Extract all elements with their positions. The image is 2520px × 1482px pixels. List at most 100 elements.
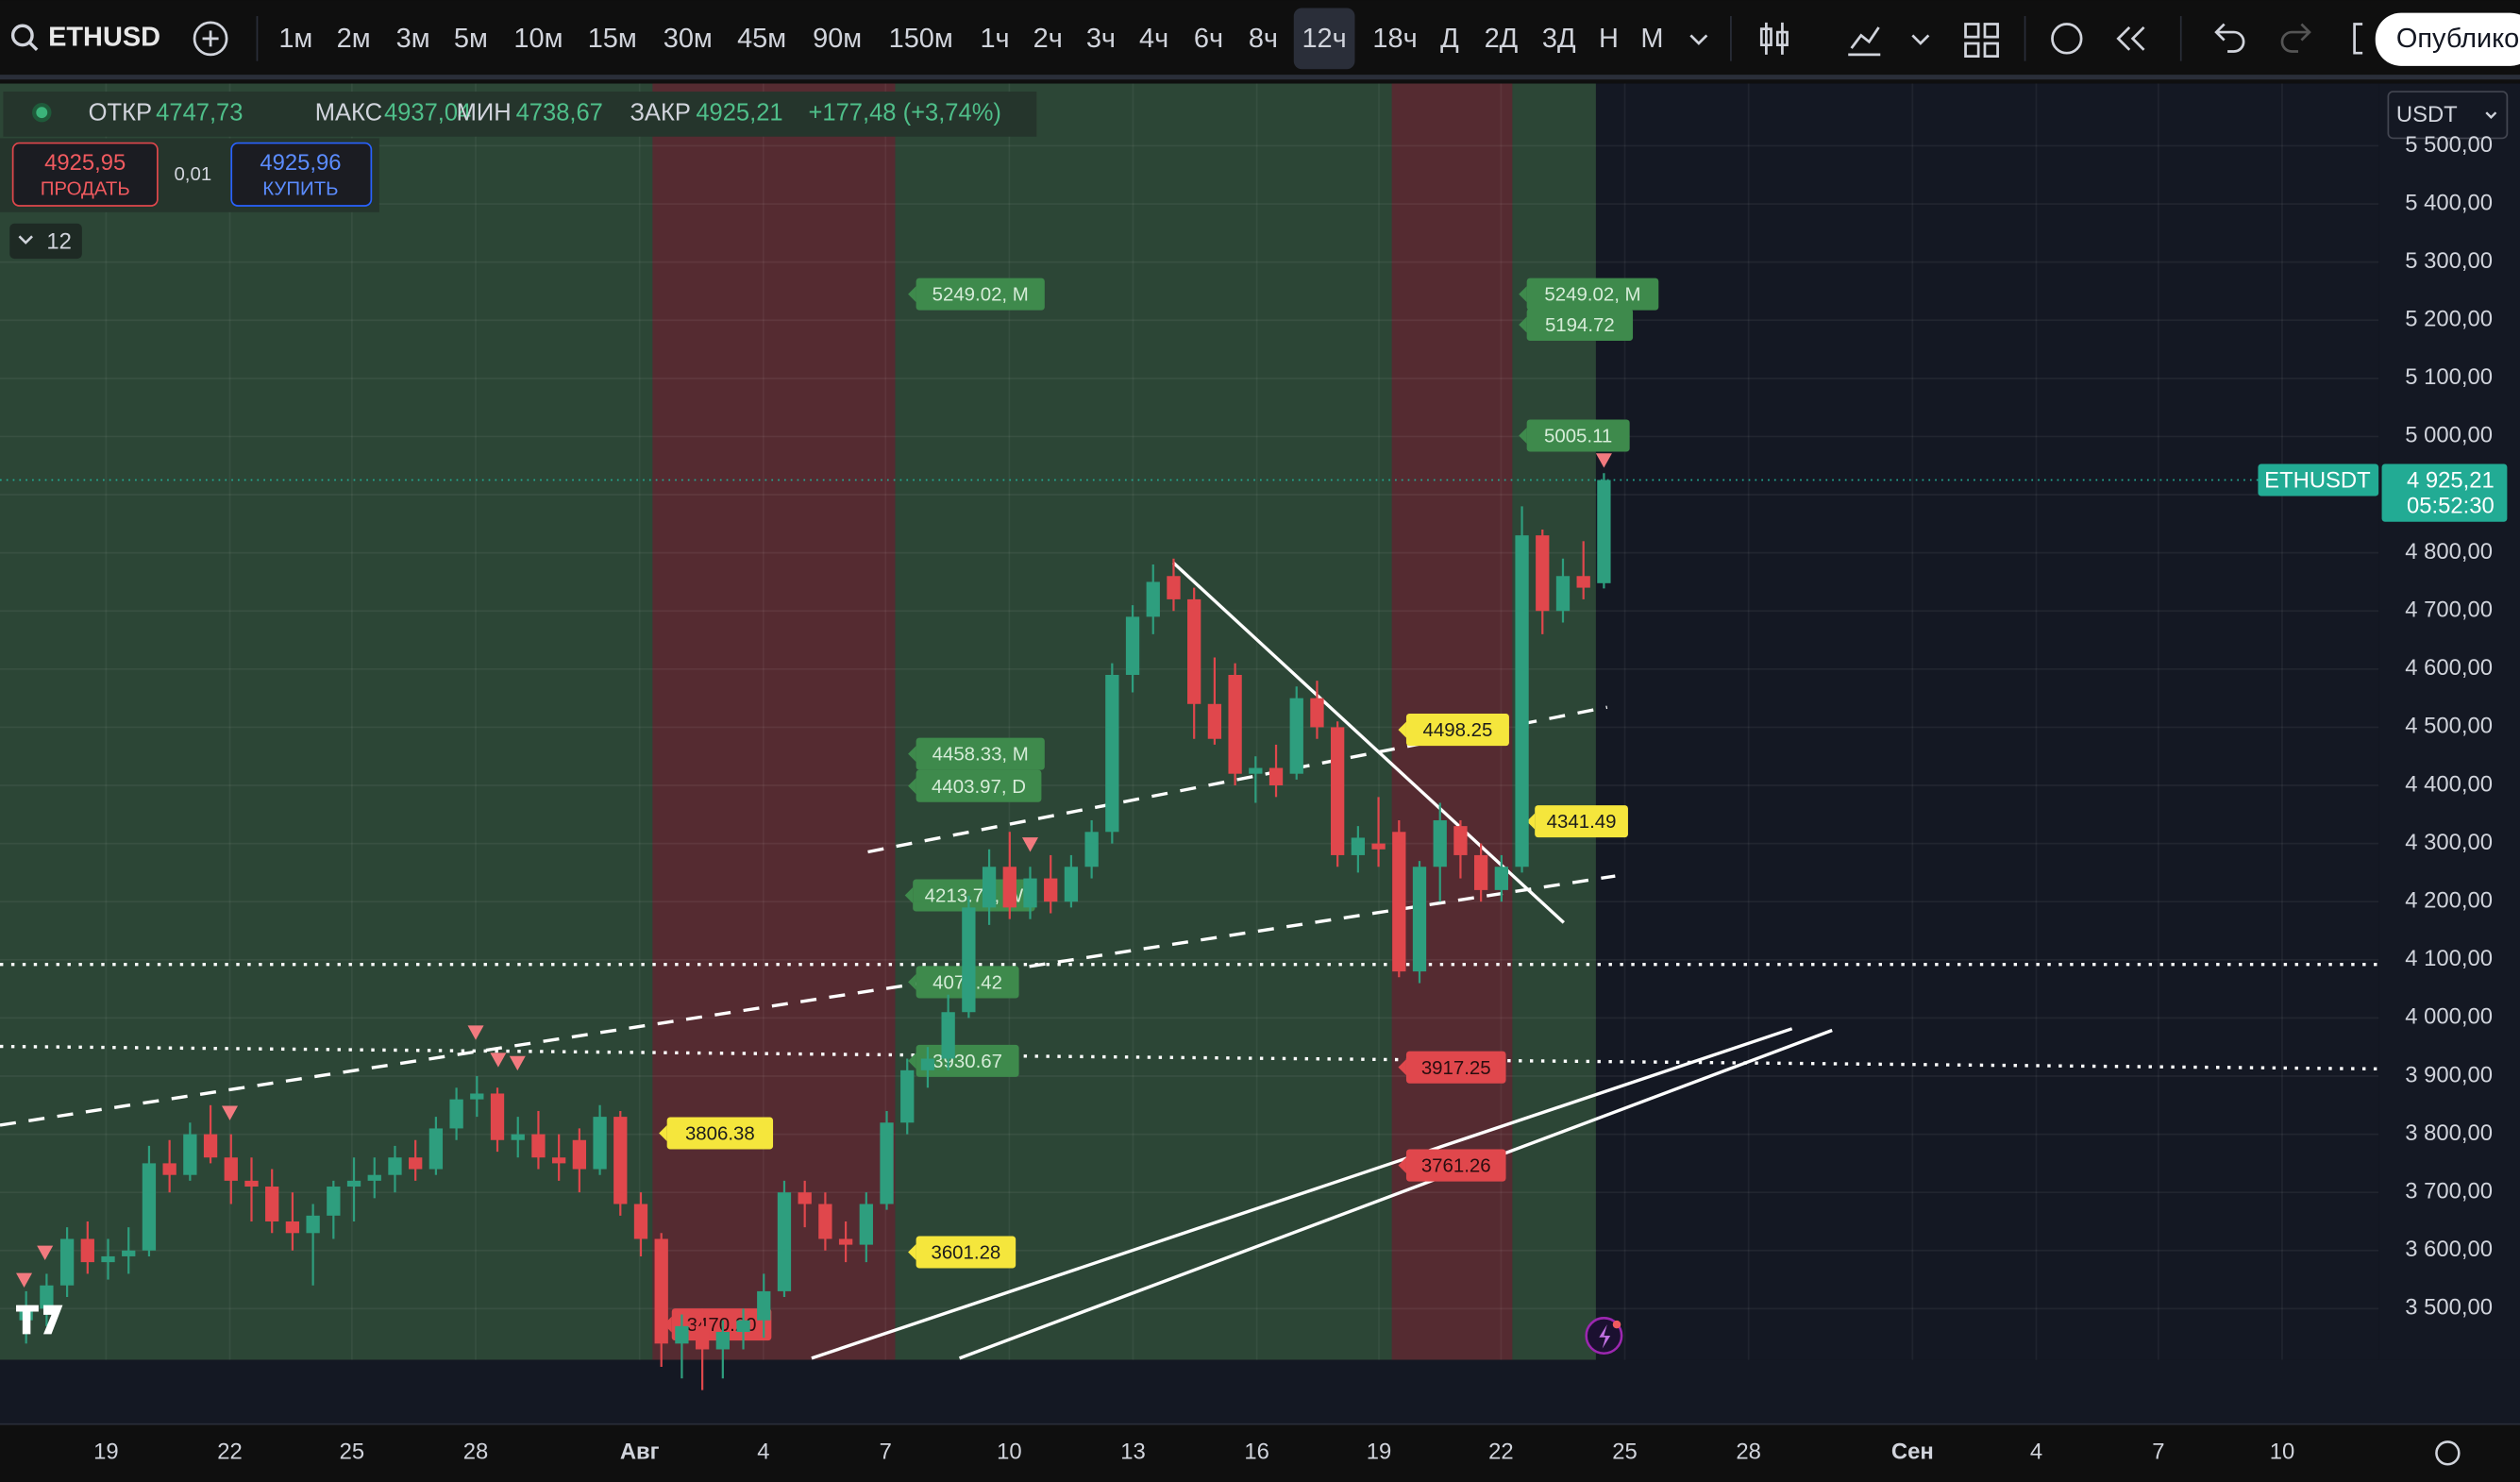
fullscreen-button[interactable] <box>2353 23 2363 55</box>
candle-body <box>1515 535 1529 867</box>
price-label-bg <box>916 1236 1016 1269</box>
lightning-icon <box>1599 1324 1611 1349</box>
candle-body <box>593 1117 607 1170</box>
trade-panel: 4925,95 ПРОДАТЬ 0,01 4925,96 КУПИТЬ 12 <box>0 138 379 260</box>
interval-button[interactable]: 15м <box>588 24 637 54</box>
price-label: 3761.26 <box>1421 1156 1491 1177</box>
buy-price: 4925,96 <box>260 150 341 176</box>
interval-button[interactable]: 90м <box>813 24 862 54</box>
candle-body <box>1494 867 1508 890</box>
sell-button[interactable] <box>11 142 159 207</box>
interval-button[interactable]: 2м <box>337 24 371 54</box>
interval-button[interactable]: 30м <box>664 24 713 54</box>
price-label-bg <box>1405 1051 1506 1084</box>
compare-icon <box>202 30 219 47</box>
price-label: 4341.49 <box>1547 812 1617 833</box>
pane-bottom <box>0 1359 2520 1424</box>
candle-body <box>470 1093 484 1100</box>
candle-body <box>122 1250 136 1256</box>
candle-body <box>490 1093 505 1140</box>
interval-button[interactable]: Н <box>1599 24 1619 54</box>
candle-body <box>142 1163 157 1251</box>
countdown: 05:52:30 <box>2407 494 2495 519</box>
indicators-count: 12 <box>46 228 72 254</box>
y-tick-label: 3 900,00 <box>2405 1062 2493 1087</box>
layout-button[interactable] <box>1964 23 1999 58</box>
chart-type-button[interactable] <box>1759 22 1789 55</box>
x-tick-label: 22 <box>217 1440 243 1465</box>
price-label-pointer <box>1398 1157 1406 1174</box>
candle-body <box>572 1139 587 1170</box>
interval-button[interactable]: 18ч <box>1372 24 1417 54</box>
replay-button[interactable] <box>2116 25 2145 51</box>
compare-button[interactable] <box>193 21 228 57</box>
symbol-tag-text: ETHUSDT <box>2264 468 2371 494</box>
settings-button[interactable] <box>2435 1440 2461 1466</box>
indicators-button[interactable] <box>1848 26 1881 57</box>
interval-button[interactable]: 2ч <box>1033 24 1063 54</box>
signal-marker <box>1595 453 1612 468</box>
indicators-toggle[interactable] <box>9 223 82 260</box>
candle-body <box>695 1325 710 1350</box>
interval-button[interactable]: 1м <box>278 24 312 54</box>
y-tick-label: 4 200,00 <box>2405 888 2493 914</box>
legend-value: 4925,21 <box>696 100 782 126</box>
spread: 0,01 <box>174 164 211 185</box>
x-tick-label: 4 <box>2030 1440 2042 1465</box>
buy-button[interactable] <box>230 142 373 207</box>
trend-line <box>1171 561 1565 924</box>
buy-label: КУПИТЬ <box>262 178 338 199</box>
interval-button[interactable]: 5м <box>454 24 488 54</box>
symbol[interactable]: ETHUSD <box>48 23 160 53</box>
interval-button[interactable]: 12ч <box>1302 24 1346 54</box>
interval-button[interactable]: 45м <box>737 24 786 54</box>
candle-body <box>1084 832 1099 867</box>
symbol-tag <box>2258 463 2379 497</box>
interval-button[interactable]: 3ч <box>1086 24 1116 54</box>
interval-button[interactable]: 1ч <box>980 24 1009 54</box>
undo-button[interactable] <box>2214 23 2245 53</box>
alert-button[interactable] <box>2051 23 2083 55</box>
trend-line <box>811 1027 1793 1360</box>
candle-body <box>654 1238 668 1344</box>
y-tick-label: 4 500,00 <box>2405 714 2493 739</box>
interval-button[interactable]: 4ч <box>1139 24 1168 54</box>
interval-button[interactable]: Д <box>1440 24 1459 54</box>
intervals: 1м 2м 3м 5м 10м 15м 30м 45м 90м 150м 1ч 2ч 3ч 4ч 6ч 8ч 1… <box>278 24 1663 54</box>
candle-body <box>1351 837 1366 855</box>
interval-button[interactable]: 8ч <box>1249 24 1278 54</box>
legend-change: +177,48 (+3,74%) <box>809 100 1001 126</box>
interval-button[interactable]: М <box>1640 24 1663 54</box>
candle-body <box>818 1204 832 1239</box>
candle-body <box>1331 727 1345 855</box>
publish-label: Опублико <box>2396 24 2519 54</box>
candle-body <box>306 1215 320 1234</box>
chevron <box>18 235 33 244</box>
interval-button[interactable]: 10м <box>513 24 563 54</box>
candle-body <box>1105 674 1119 833</box>
candle-body <box>1064 867 1079 902</box>
interval-button[interactable]: 6ч <box>1194 24 1223 54</box>
candle-body <box>941 1012 955 1059</box>
chevron[interactable] <box>1911 34 1930 45</box>
price-label: 4458.33, M <box>932 745 1029 766</box>
chevron[interactable] <box>1689 34 1708 45</box>
candle-body <box>265 1187 279 1221</box>
candle-body <box>962 907 976 1013</box>
currency-select[interactable] <box>2387 91 2509 140</box>
interval-button[interactable]: 150м <box>889 24 953 54</box>
interval-button[interactable]: 3м <box>396 24 430 54</box>
publish-button[interactable] <box>2375 12 2520 66</box>
interval-button[interactable]: 2Д <box>1485 24 1519 54</box>
price-label-pointer <box>1519 427 1527 444</box>
y-tick-label: 4 700,00 <box>2405 598 2493 623</box>
legend-value: 4738,67 <box>516 100 603 126</box>
redo-button[interactable] <box>2280 23 2311 53</box>
interval-button[interactable]: 3Д <box>1542 24 1576 54</box>
chevron <box>2485 111 2497 119</box>
search-icon[interactable] <box>10 24 34 47</box>
ohlc-legend: ОТКР 4747,73 МАКС 4937,04 МИН 4738,67 ЗА… <box>3 92 1037 137</box>
x-tick-label: 10 <box>2270 1440 2295 1465</box>
